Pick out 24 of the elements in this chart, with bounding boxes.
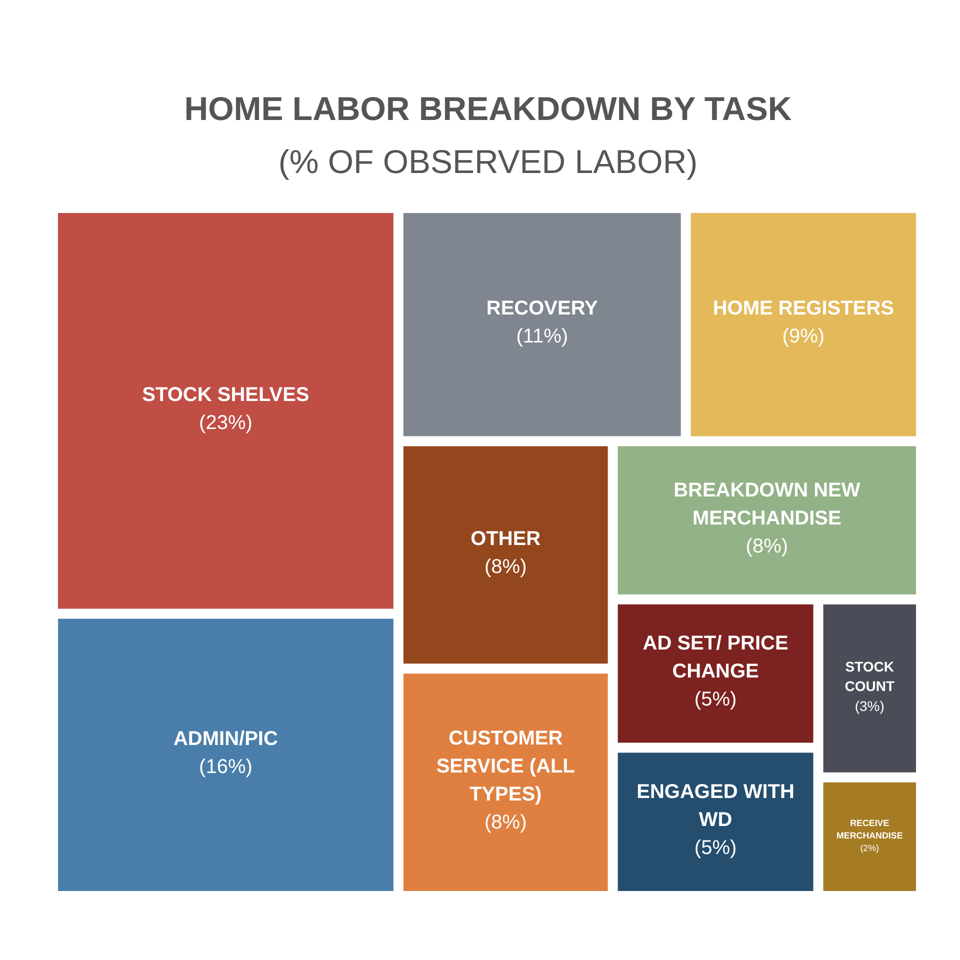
category-label: CUSTOMER SERVICE (ALL TYPES) [436, 727, 575, 806]
category-label: STOCK SHELVES [142, 384, 310, 406]
category-label: OTHER [470, 528, 542, 550]
category-label: ADMIN/PIC [173, 728, 278, 750]
data-label: (5%) [694, 688, 737, 711]
data-label: (8%) [484, 811, 527, 834]
data-label: (9%) [782, 326, 825, 348]
category-label: RECOVERY [486, 298, 599, 320]
data-label: (8%) [746, 535, 788, 558]
category-label: AD SET/ PRICE CHANGE [642, 632, 788, 683]
category-label: RECEIVE MERCHANDISE [836, 818, 903, 840]
category-label: HOME REGISTERS [712, 298, 894, 320]
data-label: (23%) [199, 412, 252, 434]
data-label: (11%) [516, 326, 568, 348]
data-label: (16%) [199, 756, 252, 778]
category-label: ENGAGED WITH WD [636, 780, 794, 831]
text: HOME LABOR BREAKDOWN BY TASK [184, 90, 792, 127]
category-label: STOCK COUNT [844, 658, 895, 694]
text: (% OF OBSERVED LABOR) [278, 143, 698, 180]
data-label: (5%) [694, 836, 737, 859]
data-label: (2%) [860, 842, 880, 853]
data-label: (3%) [854, 698, 884, 714]
category-label: BREAKDOWN NEW MERCHANDISE [674, 479, 860, 530]
data-label: (8%) [484, 556, 527, 578]
